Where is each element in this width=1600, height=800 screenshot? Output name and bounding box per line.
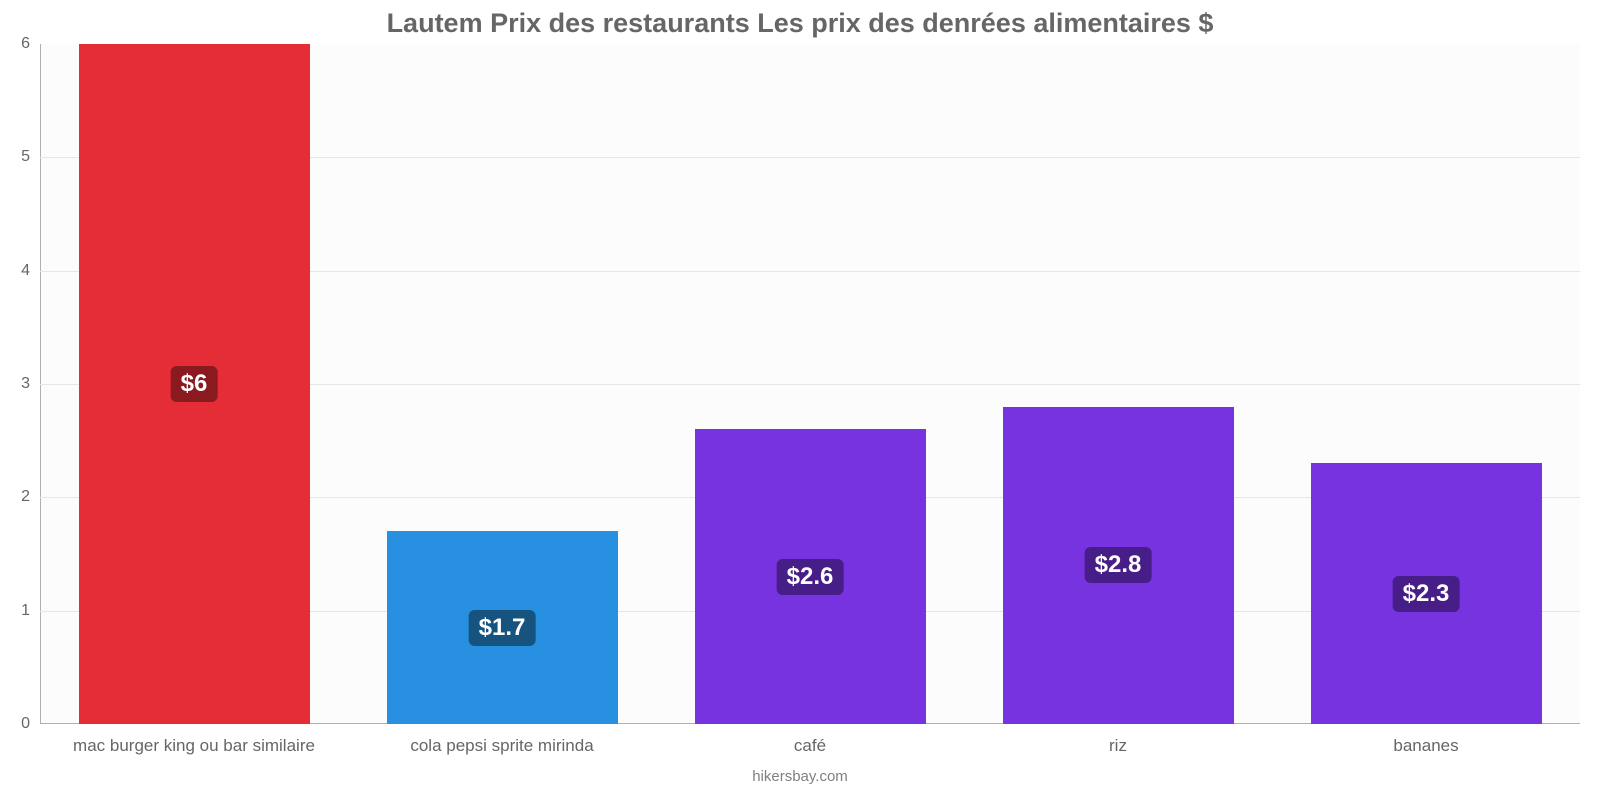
price-chart: Lautem Prix des restaurants Les prix des… bbox=[0, 0, 1600, 800]
x-tick-label: bananes bbox=[1393, 724, 1458, 756]
y-tick-label: 3 bbox=[21, 375, 40, 393]
x-tick-label: riz bbox=[1109, 724, 1127, 756]
y-tick-label: 2 bbox=[21, 488, 40, 506]
value-label: $2.8 bbox=[1085, 547, 1152, 583]
y-tick-label: 6 bbox=[21, 35, 40, 53]
y-tick-label: 0 bbox=[21, 715, 40, 733]
x-tick-label: cola pepsi sprite mirinda bbox=[410, 724, 593, 756]
plot-area: 0123456$6mac burger king ou bar similair… bbox=[40, 44, 1580, 724]
y-tick-label: 5 bbox=[21, 148, 40, 166]
x-tick-label: mac burger king ou bar similaire bbox=[73, 724, 315, 756]
value-label: $1.7 bbox=[469, 610, 536, 646]
value-label: $2.3 bbox=[1393, 576, 1460, 612]
value-label: $6 bbox=[171, 366, 218, 402]
chart-title: Lautem Prix des restaurants Les prix des… bbox=[0, 8, 1600, 39]
value-label: $2.6 bbox=[777, 559, 844, 595]
y-tick-label: 1 bbox=[21, 602, 40, 620]
x-tick-label: café bbox=[794, 724, 826, 756]
chart-caption: hikersbay.com bbox=[0, 768, 1600, 785]
y-tick-label: 4 bbox=[21, 262, 40, 280]
